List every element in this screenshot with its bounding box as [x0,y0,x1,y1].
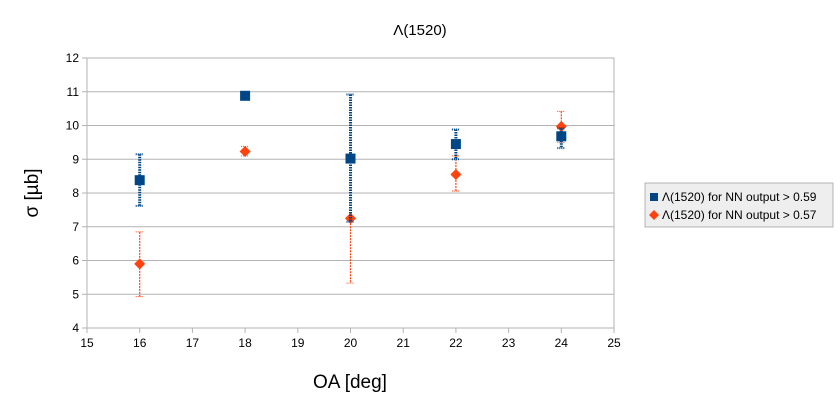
x-tick-label: 25 [607,336,621,350]
x-tick-label: 15 [80,336,94,350]
y-tick-label: 6 [72,254,79,268]
y-tick-label: 4 [72,321,79,335]
x-tick-label: 18 [238,336,252,350]
y-tick-label: 9 [72,152,79,166]
y-axis-label: σ [µb] [22,168,43,217]
y-tick-label: 12 [66,51,80,65]
tick-labels: 4 5 6 7 8 9 10 11 12 15 16 17 18 19 20 21 22 23 24 25 [66,51,621,350]
grid [82,57,615,333]
data-point-diamond [450,168,462,180]
legend-box [644,182,834,228]
legend-label: Λ(1520) for NN output > 0.59 [662,190,817,204]
x-tick-label: 16 [133,336,147,350]
data-point-square [134,175,145,186]
x-tick-label: 21 [397,336,411,350]
data-point-square [556,131,567,142]
legend: Λ(1520) for NN output > 0.59 Λ(1520) for … [644,182,834,228]
legend-label: Λ(1520) for NN output > 0.57 [662,208,817,222]
series-1 [134,90,567,223]
data-point-square [345,153,356,164]
plot-frame [86,57,615,329]
data-point-diamond [555,121,567,133]
x-tick-label: 24 [555,336,569,350]
data-point-diamond [239,145,251,157]
data-point-square [240,90,251,101]
x-tick-label: 20 [344,336,358,350]
y-tick-label: 11 [67,85,80,99]
legend-marker-square [650,193,658,201]
data-point-diamond [134,258,146,270]
y-tick-label: 10 [66,119,80,133]
chart-title: Λ(1520) [393,22,446,39]
data-series [134,90,567,298]
y-tick-label: 5 [72,287,79,301]
x-tick-label: 17 [186,336,200,350]
x-tick-label: 19 [291,336,305,350]
y-tick-label: 8 [72,186,79,200]
x-tick-label: 23 [502,336,516,350]
series-2 [134,110,567,298]
y-tick-label: 7 [72,220,79,234]
x-tick-label: 22 [449,336,463,350]
x-axis-label: OA [deg] [313,372,387,393]
data-point-square [450,139,461,150]
legend-marker-diamond [649,210,659,220]
